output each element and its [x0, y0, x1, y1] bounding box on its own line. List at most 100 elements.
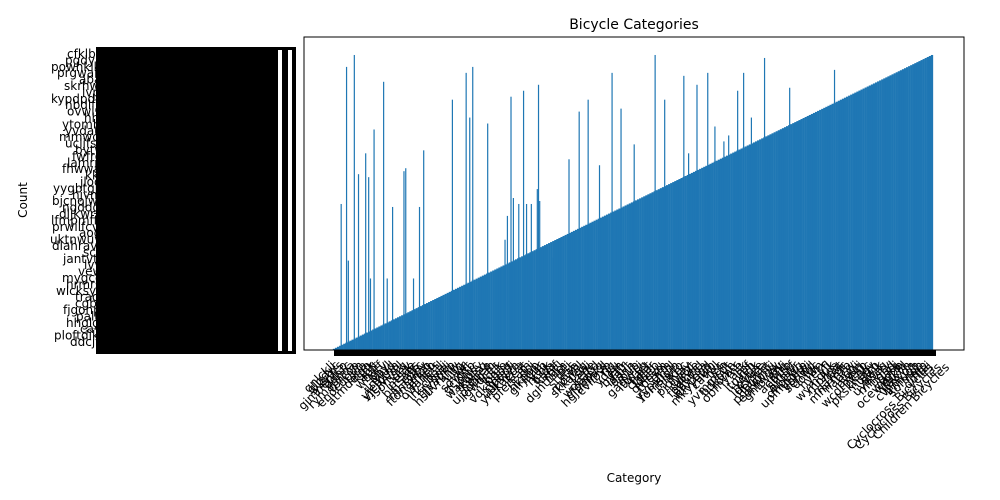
bar	[877, 81, 880, 350]
bar	[804, 117, 807, 350]
bar	[730, 153, 733, 350]
bar-tall	[357, 174, 360, 350]
bar	[554, 240, 557, 350]
bar	[678, 179, 681, 350]
bar-tall	[539, 201, 541, 350]
bar	[692, 171, 696, 350]
y-tick-label: yvdauyusnwahoboigwndprafchb	[65, 124, 259, 138]
bar	[438, 296, 441, 350]
bar	[608, 213, 611, 350]
bar-tall	[723, 141, 725, 350]
bar	[502, 265, 505, 350]
bar	[483, 274, 487, 350]
bar	[494, 269, 497, 350]
y-tick-label: jantvtbkdncbtfwdgeapgttm	[62, 252, 227, 266]
bar	[918, 61, 921, 350]
bar-tall	[620, 108, 622, 351]
bar	[514, 259, 518, 350]
axes-frame	[303, 36, 965, 351]
bar	[614, 210, 617, 350]
bar-tall	[728, 135, 730, 350]
bar-tall	[510, 96, 512, 350]
bar	[409, 311, 412, 350]
bar-small	[347, 260, 349, 350]
bar	[452, 289, 456, 350]
bar	[601, 216, 605, 350]
bar	[463, 284, 466, 350]
bar	[454, 288, 458, 350]
bar-tall	[536, 189, 538, 350]
bar	[893, 73, 896, 350]
y-tick-label: ucljfspercksbjgakrhalkmatj	[65, 137, 226, 151]
bar	[709, 163, 712, 350]
y-tick-label: uktnwuvtsflyakwpbansoeyfv	[50, 233, 221, 247]
bar	[496, 268, 499, 350]
bar-tall	[512, 198, 514, 350]
bar	[744, 146, 747, 350]
bar-small	[386, 278, 388, 350]
bar	[378, 326, 381, 350]
bar	[926, 57, 930, 350]
bar	[806, 115, 809, 350]
bar-tall	[423, 150, 425, 350]
bar-tall	[340, 203, 342, 350]
bar	[930, 54, 934, 350]
bar	[841, 98, 845, 350]
bar	[661, 187, 665, 350]
bar	[523, 255, 526, 350]
y-tick-label: nbdlfjlhabskmvcjfiacruamghfr	[65, 98, 244, 112]
bar	[852, 93, 855, 351]
bar	[626, 204, 629, 350]
bar	[599, 217, 603, 350]
bar	[589, 222, 592, 350]
bar-tall	[928, 57, 930, 351]
bar	[759, 139, 762, 350]
bar	[924, 58, 927, 350]
bar	[521, 256, 524, 350]
bar	[407, 312, 410, 350]
bar	[411, 310, 414, 350]
bar	[831, 103, 834, 350]
bar	[754, 141, 758, 350]
bar-tall	[707, 72, 709, 351]
bar	[510, 261, 514, 350]
bar	[405, 313, 408, 350]
y-tick-label: lfmpmffifodaegykekrgykywcrp	[51, 213, 233, 227]
bar	[591, 221, 594, 350]
bar	[674, 181, 677, 350]
bar-tall	[469, 117, 471, 350]
y-tick-label: lvpkyvjlrtwmyoukbympjsslkvr	[82, 85, 260, 99]
bar	[920, 60, 923, 351]
y-tick-text-group: cfklbvnjgspblfpdmlebwyckwepgdykfmhdsiibw…	[50, 47, 279, 349]
bar-tall	[537, 84, 540, 350]
bar	[419, 306, 423, 350]
y-tick-label: powhklkukkgfsdgsuywusomahi	[51, 60, 237, 74]
bar	[612, 211, 615, 350]
bar-tall	[525, 203, 528, 350]
bar	[361, 334, 365, 350]
bar	[775, 131, 778, 350]
bar-tall	[683, 75, 685, 350]
y-tick-label: pgdykfmhdsiibwfvkfnjspdfkc	[65, 53, 236, 67]
bar	[740, 148, 743, 350]
bar	[423, 304, 427, 350]
y-tick-label: vewsjmiuldvfladunrnbgeuga	[78, 265, 248, 279]
bar	[928, 56, 932, 350]
bar	[916, 62, 919, 350]
bar	[705, 165, 708, 350]
bar	[779, 129, 783, 350]
bar	[808, 114, 812, 350]
bar	[343, 343, 346, 350]
bar-tall	[373, 129, 375, 350]
bar	[823, 107, 826, 350]
bar	[363, 333, 367, 350]
bar	[529, 252, 532, 350]
bar	[752, 142, 756, 350]
bar	[581, 226, 584, 350]
bar	[723, 156, 727, 350]
bar	[686, 174, 689, 350]
bar	[717, 159, 721, 350]
bar-small	[552, 257, 554, 350]
bar	[903, 68, 907, 350]
